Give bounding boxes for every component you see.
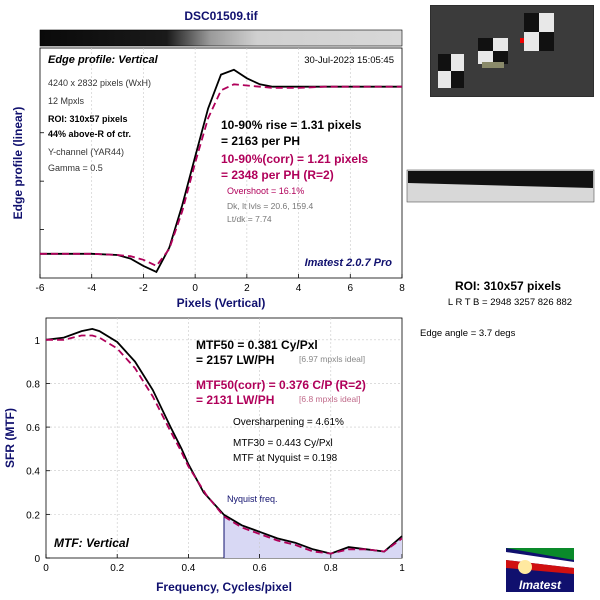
side-lrtb: L R T B = 2948 3257 826 882	[448, 297, 572, 308]
mtf-xtick-label: 0.6	[253, 563, 267, 574]
roi-line-1: ROI: 310x57 pixels	[48, 114, 128, 124]
mtf-nyquist-line: MTF at Nyquist = 0.198	[233, 453, 338, 464]
nyquist-label: Nyquist freq.	[227, 494, 278, 504]
mtf50-line-2: = 2157 LW/PH	[196, 353, 274, 367]
edge-tick-label: 2	[244, 283, 250, 294]
edge-profile-corrected-line	[40, 83, 402, 268]
edge-xlabel: Pixels (Vertical)	[177, 296, 266, 310]
edge-gradient-strip	[39, 29, 403, 47]
mtf-ytick-label: 1	[34, 336, 40, 347]
edge-heading: Edge profile: Vertical	[48, 54, 159, 66]
mtf-ytick-label: 0.8	[26, 379, 40, 390]
edge-tick-label: 6	[348, 283, 354, 294]
figure-title: DSC01509.tif	[184, 9, 258, 23]
rise-line-1: 10-90% rise = 1.31 pixels	[221, 118, 362, 132]
imatest-version: Imatest 2.0.7 Pro	[305, 257, 393, 269]
dk-line: Dk, lt lvls = 20.6, 159.4	[227, 201, 313, 211]
imatest-logo: Imatest	[506, 548, 574, 592]
overshoot-line: Overshoot = 16.1%	[227, 186, 304, 196]
mtf-xtick-label: 0.2	[110, 563, 124, 574]
mtf-xtick-label: 1	[399, 563, 405, 574]
mtf-ytick-label: 0	[34, 554, 40, 565]
mtf-ytick-label: 0.4	[26, 467, 40, 478]
channel-line: Y-channel (YAR44)	[48, 147, 124, 157]
edge-tick-label: -2	[139, 283, 148, 294]
edge-tick-label: -4	[87, 283, 96, 294]
mtf50-corr-line-1: MTF50(corr) = 0.376 C/P (R=2)	[196, 378, 366, 392]
timestamp: 30-Jul-2023 15:05:45	[304, 55, 394, 66]
mtf30-line: MTF30 = 0.443 Cy/Pxl	[233, 438, 333, 449]
mtf-xlabel: Frequency, Cycles/pixel	[156, 580, 292, 594]
rise-line-2: = 2163 per PH	[221, 134, 300, 148]
mtf-line	[45, 327, 403, 555]
roi-line-2: 44% above-R of ctr.	[48, 129, 131, 139]
edge-angle: Edge angle = 3.7 degs	[420, 328, 516, 339]
mtf50-line-1: MTF50 = 0.381 Cy/Pxl	[196, 338, 318, 352]
mtf50-corr-ideal: [6.8 mpxls ideal]	[299, 394, 360, 404]
edge-tick-label: -6	[36, 283, 45, 294]
info-line-2: 12 Mpxls	[48, 96, 85, 106]
edge-tick-label: 0	[192, 283, 198, 294]
roi-crop-image	[406, 169, 595, 203]
ltdk-line: Lt/dk = 7.74	[227, 214, 272, 224]
corr-line-1: 10-90%(corr) = 1.21 pixels	[221, 152, 368, 166]
edge-tick-label: 8	[399, 283, 405, 294]
corr-line-2: = 2348 per PH (R=2)	[221, 168, 334, 182]
side-roi: ROI: 310x57 pixels	[455, 279, 561, 293]
edge-plot-frame	[39, 47, 403, 279]
edge-ylabel: Edge profile (linear)	[11, 107, 25, 220]
info-line-1: 4240 x 2832 pixels (WxH)	[48, 78, 151, 88]
edge-tick-label: 4	[296, 283, 302, 294]
mtf-heading: MTF: Vertical	[54, 536, 130, 550]
nyquist-shaded-region	[224, 514, 402, 558]
chart-thumbnail	[430, 5, 594, 97]
mtf-xtick-label: 0.4	[181, 563, 195, 574]
mtf50-corr-line-2: = 2131 LW/PH	[196, 393, 274, 407]
mtf-xtick-label: 0	[43, 563, 49, 574]
oversharpening-line: Oversharpening = 4.61%	[233, 417, 344, 428]
mtf-ytick-label: 0.6	[26, 423, 40, 434]
gamma-line: Gamma = 0.5	[48, 163, 103, 173]
mtf-ytick-label: 0.2	[26, 510, 40, 521]
logo-text: Imatest	[519, 578, 562, 592]
mtf-xtick-label: 0.8	[324, 563, 338, 574]
mtf50-ideal: [6.97 mpxls ideal]	[299, 354, 365, 364]
mtf-corrected-line	[46, 334, 403, 555]
mtf-ylabel: SFR (MTF)	[3, 408, 17, 468]
